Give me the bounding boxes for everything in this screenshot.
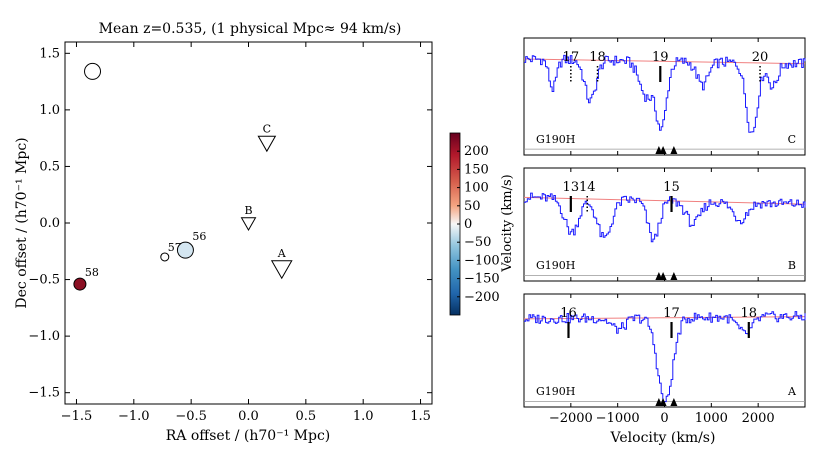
- galaxy-marker-label: 17: [563, 50, 580, 65]
- scatter-ytick-label: −1.5: [28, 386, 60, 401]
- colorbar: 200 150 100 50 0 −50 −100 −150 −200 Velocity (km…: [449, 132, 515, 316]
- colorbar-tick-label: 50: [464, 199, 481, 214]
- scatter-xlabel: RA offset / (h70⁻¹ Mpc): [166, 428, 331, 444]
- scatter-ytick-label: 0.5: [39, 159, 60, 174]
- grating-label: G190H: [536, 259, 575, 272]
- grating-label: G190H: [536, 385, 575, 398]
- galaxy-point: [160, 252, 170, 262]
- spectrum-panel-c: 17 18 19 20 G190H C: [523, 37, 806, 156]
- spectrum-xtick-label: −1000: [596, 411, 640, 426]
- spectrum-panel-b: 13 14 15 G190H B: [523, 167, 806, 282]
- scatter-xtick-label: 0.0: [238, 409, 259, 424]
- galaxy-velocity-marker: [670, 146, 678, 154]
- sightline-label: C: [263, 122, 271, 135]
- galaxy-velocity-marker: [659, 146, 667, 154]
- scatter-ytick-label: 1.0: [39, 103, 60, 118]
- grating-label: G190H: [536, 133, 575, 146]
- scatter-panel: −1.5 −1.0 −0.5 0.0 0.5 1.0 1.5 −1.5 −1.0 −0.5 0.0…: [14, 41, 433, 444]
- colorbar-tick-label: 0: [464, 217, 472, 232]
- galaxy-point: [73, 277, 87, 291]
- sightline-label: B: [244, 204, 252, 217]
- spectrum-line: [524, 192, 806, 243]
- scatter-ytick-label: 1.5: [39, 46, 60, 61]
- continuum-fit: [523, 316, 806, 320]
- sightline-id: B: [788, 259, 796, 272]
- scatter-ytick-label: −0.5: [28, 273, 60, 288]
- scatter-xtick-label: −1.5: [61, 409, 93, 424]
- colorbar-tick-label: 200: [464, 144, 489, 159]
- colorbar-tick-label: 150: [464, 162, 489, 177]
- scatter-xtick-label: 1.5: [410, 409, 431, 424]
- spectrum-xtick-label: −2000: [549, 411, 593, 426]
- scatter-xtick-label: −1.0: [118, 409, 150, 424]
- spectrum-xtick-label: 0: [660, 411, 668, 426]
- colorbar-label: Velocity (km/s): [500, 174, 515, 272]
- spectra-xlabel: Velocity (km/s): [610, 430, 716, 446]
- sightline-marker: [240, 217, 257, 232]
- spectrum-line: [524, 54, 806, 133]
- colorbar-tick-label: −50: [464, 235, 491, 250]
- continuum-fit: [523, 58, 806, 65]
- galaxy-point: [84, 62, 102, 80]
- galaxy-marker-label: 19: [652, 50, 669, 65]
- galaxy-velocity-marker: [670, 272, 678, 280]
- galaxy-marker-label: 17: [663, 306, 680, 321]
- galaxy-marker-label: 15: [663, 180, 680, 195]
- scatter-ylabel: Dec offset / (h70⁻¹ Mpc): [14, 137, 30, 308]
- scatter-xtick-label: 0.5: [296, 409, 317, 424]
- sightline-id: C: [788, 133, 796, 146]
- sightline-marker: [257, 135, 277, 153]
- galaxy-marker-label: 13: [563, 180, 580, 195]
- galaxy-velocity-marker: [659, 272, 667, 280]
- spectrum-xtick-label: 2000: [742, 411, 775, 426]
- sightline-marker: [270, 260, 293, 280]
- scatter-ytick-label: 0.0: [39, 216, 60, 231]
- galaxy-label: 58: [85, 266, 99, 279]
- colorbar-tick-label: −150: [464, 272, 500, 287]
- spectrum-xtick-label: 1000: [695, 411, 728, 426]
- colorbar-tick-label: 100: [464, 181, 489, 196]
- galaxy-point: [176, 241, 194, 259]
- galaxy-marker-label: 18: [741, 306, 758, 321]
- sightline-id: A: [787, 385, 797, 398]
- colorbar-tick-label: −100: [464, 253, 500, 268]
- figure-title: Mean z=0.535, (1 physical Mpc≈ 94 km/s): [99, 21, 402, 37]
- galaxy-label: 56: [192, 230, 206, 243]
- galaxy-marker-label: 14: [579, 180, 596, 195]
- spectra-x-axis: −2000 −1000 0 1000 2000: [549, 411, 775, 426]
- spectrum-panel-a: 16 17 18 G190H A: [523, 293, 806, 408]
- galaxy-velocity-marker: [670, 398, 678, 406]
- galaxy-marker-label: 20: [752, 50, 769, 65]
- sightline-label: A: [277, 247, 287, 260]
- galaxy-marker-label: 18: [589, 50, 606, 65]
- scatter-xtick-label: 1.0: [353, 409, 374, 424]
- galaxy-marker-label: 16: [560, 306, 577, 321]
- colorbar-tick-label: −200: [464, 290, 500, 305]
- scatter-ytick-label: −1.0: [28, 329, 60, 344]
- spectra-panels: 17 18 19 20 G190H C 13 14 15 G190H B 16 17 18 G190H A: [523, 37, 806, 408]
- scatter-xtick-label: −0.5: [175, 409, 207, 424]
